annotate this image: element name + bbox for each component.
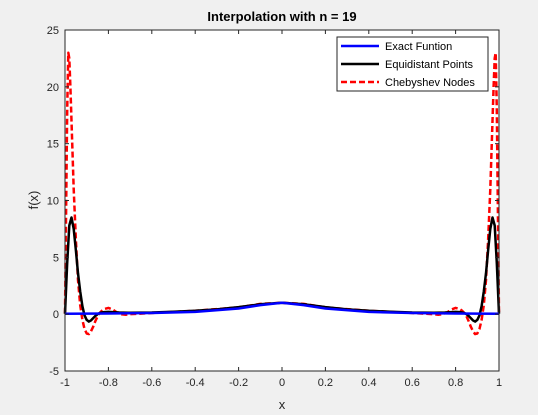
x-tick-label: -0.2 (229, 377, 248, 389)
chart-title: Interpolation with n = 19 (207, 9, 356, 24)
legend-label-chebyshev: Chebyshev Nodes (385, 77, 475, 89)
y-axis-label: f(x) (26, 191, 41, 210)
y-tick-label: 0 (53, 309, 59, 321)
x-axis-label: x (279, 397, 286, 412)
y-tick-label: 20 (47, 82, 59, 94)
axes: -1 -0.8 -0.6 -0.4 -0.2 0 0.2 0.4 0.6 0.8 1 -5 0 5 10 15… (47, 25, 502, 389)
legend: Exact Funtion Equidistant Points Chebysh… (336, 36, 489, 92)
x-tick-label: -1 (60, 377, 70, 389)
x-tick-label: 1 (496, 377, 502, 389)
series-exact-function (64, 301, 500, 315)
x-tick-label: -0.8 (99, 377, 118, 389)
series-chebyshev-nodes (63, 51, 501, 336)
y-tick-label: -5 (49, 366, 59, 378)
y-tick-label: 15 (47, 139, 59, 151)
legend-label-exact: Exact Funtion (385, 41, 452, 53)
x-tick-label: 0 (279, 377, 285, 389)
legend-label-equidistant: Equidistant Points (385, 59, 474, 71)
x-tick-label: -0.4 (186, 377, 205, 389)
y-tick-label: 10 (47, 196, 59, 208)
series-layer (63, 51, 501, 336)
x-tick-label: 0.4 (361, 377, 376, 389)
x-tick-label: 0.6 (405, 377, 420, 389)
y-tick-label: 5 (53, 252, 59, 264)
x-tick-label: -0.6 (142, 377, 161, 389)
x-tick-label: 0.8 (448, 377, 463, 389)
y-tick-label: 25 (47, 25, 59, 37)
x-tick-label: 0.2 (318, 377, 333, 389)
